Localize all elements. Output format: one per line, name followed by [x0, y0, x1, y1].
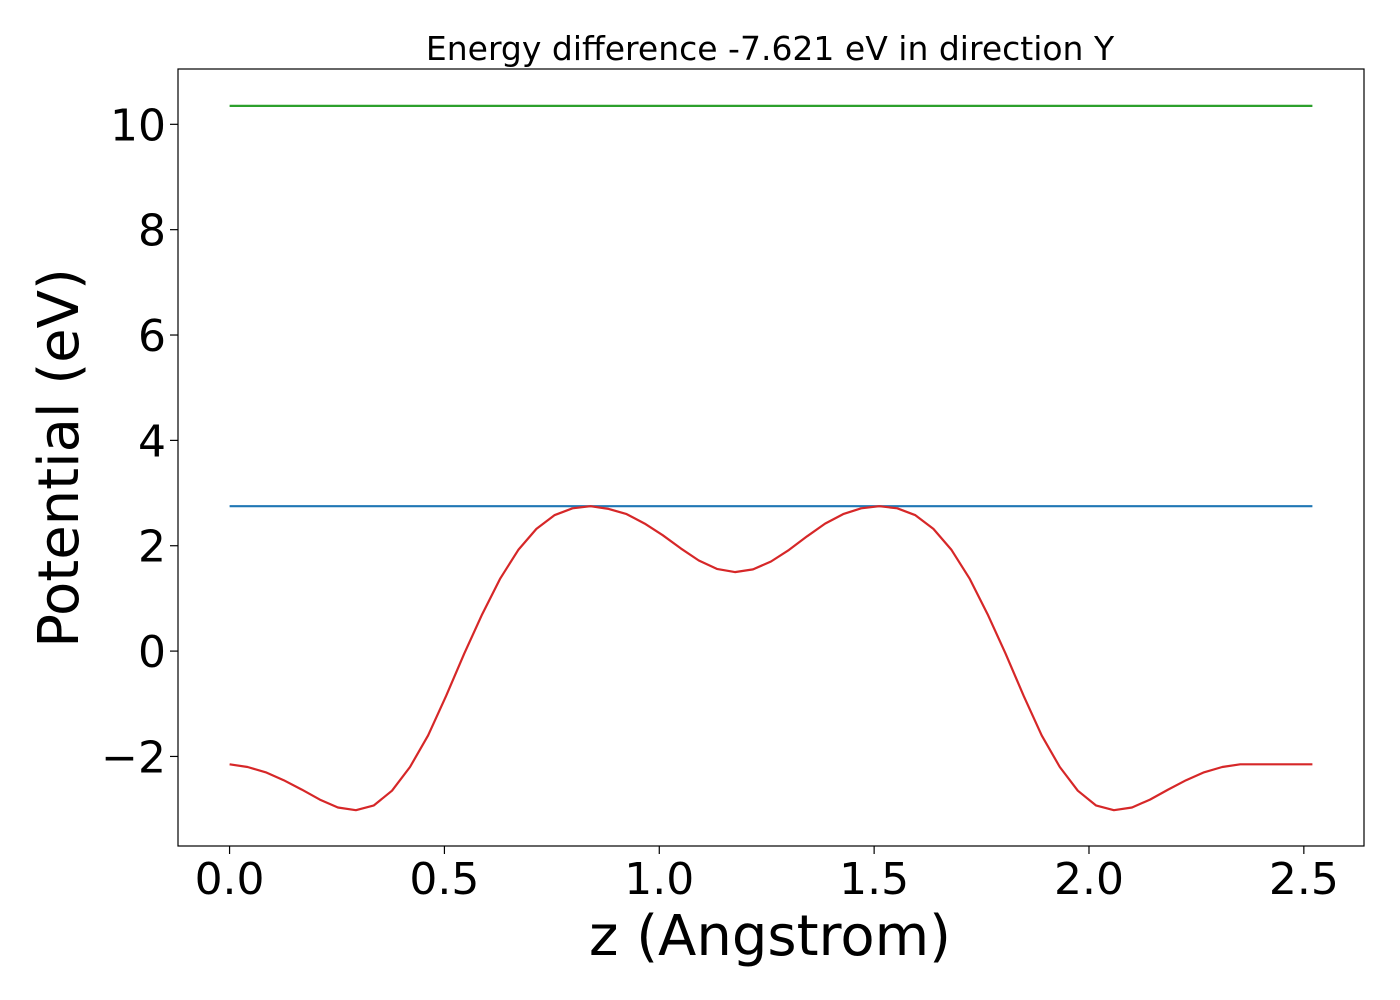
x-axis: 0.0 0.5 1.0 1.5 2.0 2.5: [195, 846, 1339, 905]
y-tick-label: 10: [110, 100, 166, 151]
series-line-2: [229, 505, 1313, 812]
y-tick-label: 6: [138, 311, 166, 362]
plot-area: [229, 104, 1313, 812]
y-tick-label: 0: [138, 627, 166, 678]
y-tick-label: 8: [138, 206, 166, 257]
x-tick-label: 0.5: [409, 854, 479, 905]
x-tick-label: 2.5: [1269, 854, 1339, 905]
x-tick-label: 0.0: [195, 854, 265, 905]
x-axis-label: z (Angstrom): [589, 904, 951, 969]
y-tick-label: 4: [138, 416, 166, 467]
y-tick-label: 2: [138, 522, 166, 573]
y-axis-label: Potential (eV): [27, 268, 92, 648]
axes-frame: [177, 68, 1365, 847]
x-tick-label: 1.0: [624, 854, 694, 905]
y-axis: −2 0 2 4 6 8 10: [101, 100, 178, 783]
x-tick-label: 2.0: [1054, 854, 1124, 905]
chart-title: Energy difference -7.621 eV in direction…: [426, 29, 1115, 68]
y-tick-label: −2: [101, 732, 166, 783]
x-tick-label: 1.5: [839, 854, 909, 905]
